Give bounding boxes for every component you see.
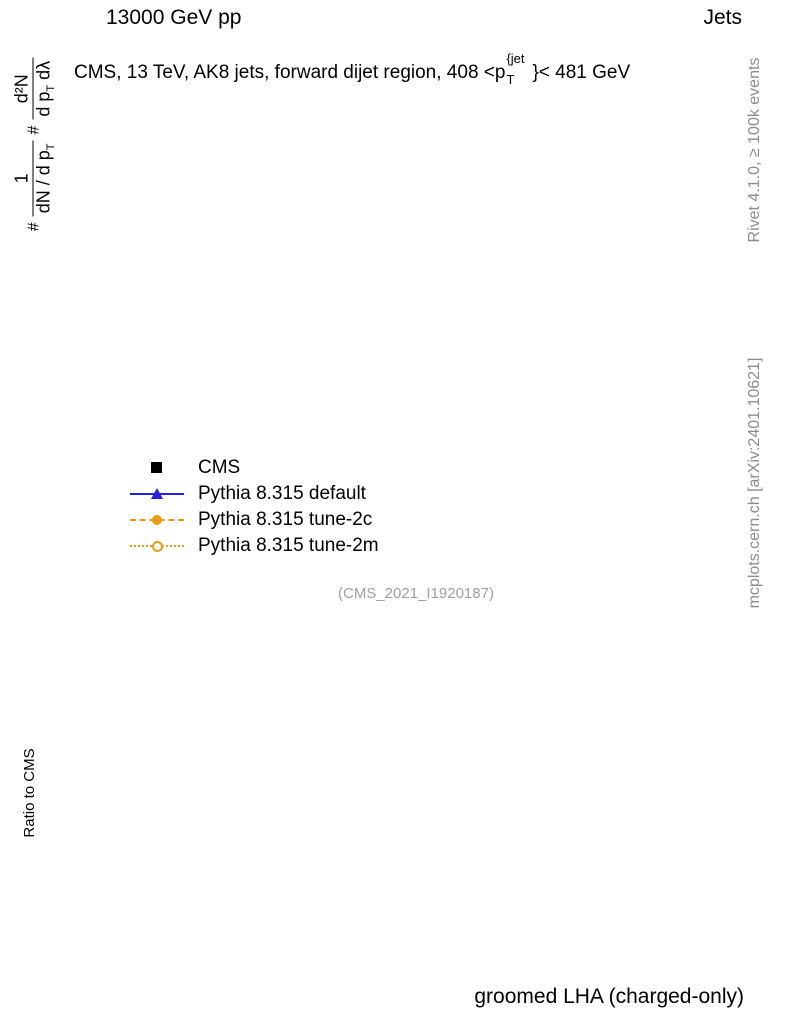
legend-item-pythia-tune2m: Pythia 8.315 tune-2m (130, 533, 379, 559)
legend-item-pythia-default: Pythia 8.315 default (130, 481, 379, 507)
legend-label: Pythia 8.315 tune-2c (198, 509, 373, 530)
beam-energy-label: 13000 GeV pp (106, 6, 242, 29)
ylabel-hash-2: # (25, 125, 43, 135)
legend-item-cms: CMS (130, 455, 379, 481)
ratio-y-axis-label: Ratio to CMS (21, 748, 38, 838)
cms-marker-icon (130, 460, 184, 476)
analysis-id-watermark: (CMS_2021_I1920187) (338, 585, 494, 602)
main-title-suffix: }< 481 GeV (532, 62, 631, 83)
main-title-prefix: CMS, 13 TeV, AK8 jets, forward dijet reg… (74, 62, 506, 83)
main-title: CMS, 13 TeV, AK8 jets, forward dijet reg… (74, 51, 631, 87)
legend: CMS Pythia 8.315 default Pythia 8.315 tu… (130, 455, 379, 559)
legend-item-pythia-tune2c: Pythia 8.315 tune-2c (130, 507, 379, 533)
pt-jet-superscript: {jet (506, 51, 525, 66)
ylabel-fraction-1: 1 dN / d pT (11, 140, 57, 217)
legend-label: CMS (198, 457, 241, 478)
ylabel-hash-1: # (25, 222, 43, 232)
ylabel-fraction-2: d²N d pT dλ (11, 57, 57, 120)
legend-label: Pythia 8.315 tune-2m (198, 535, 379, 556)
mcplots-credit-label: mcplots.cern.ch [arXiv:2401.10621] (746, 357, 763, 609)
pythia-tune2c-marker-icon (130, 512, 184, 528)
pt-jet-subscript: T (506, 72, 515, 87)
rivet-version-label: Rivet 4.1.0, ≥ 100k events (746, 57, 763, 243)
pythia-tune2m-marker-icon (130, 538, 184, 554)
main-y-axis-label: # 1 dN / d pT # d²N d pT dλ (0, 39, 71, 254)
legend-label: Pythia 8.315 default (198, 483, 366, 504)
pythia-default-marker-icon (130, 486, 184, 502)
x-axis-title: groomed LHA (charged-only) (474, 985, 744, 1008)
jets-label: Jets (703, 6, 742, 29)
pt-jet-supsub: {jet T (505, 51, 532, 87)
